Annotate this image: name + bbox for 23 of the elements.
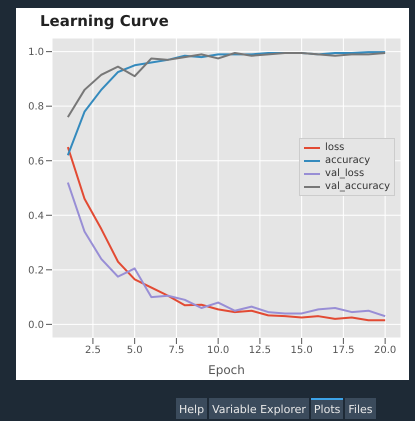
x-tick-label: 2.5	[84, 345, 101, 356]
x-tick-label: 7.5	[168, 345, 184, 356]
y-tick-label: 0.2	[28, 265, 44, 276]
x-tick-label: 15.0	[290, 345, 313, 356]
y-tick-label: 0.8	[28, 102, 44, 113]
tab-bar: Help Variable Explorer Plots Files	[176, 398, 376, 419]
x-tick-label: 17.5	[332, 345, 355, 356]
x-tick-label: 5.0	[126, 345, 143, 356]
y-tick-label: 0.6	[28, 156, 44, 168]
legend-label: loss	[325, 141, 344, 154]
chart-title: Learning Curve	[40, 12, 169, 30]
y-tick-label: 1.0	[28, 47, 44, 58]
y-tick-label: 0.4	[28, 210, 44, 222]
line-series	[66, 52, 386, 118]
x-tick-label: 12.5	[248, 345, 272, 356]
legend-label: val_accuracy	[325, 180, 390, 193]
x-axis-title: Epoch	[208, 363, 245, 377]
x-tick-label: 10.0	[207, 345, 230, 356]
legend-label: val_loss	[325, 167, 364, 180]
legend-label: accuracy	[325, 154, 370, 167]
line-series	[66, 51, 386, 156]
x-tick-label: 20.0	[374, 345, 396, 356]
y-tick-label: 0.0	[28, 320, 44, 331]
